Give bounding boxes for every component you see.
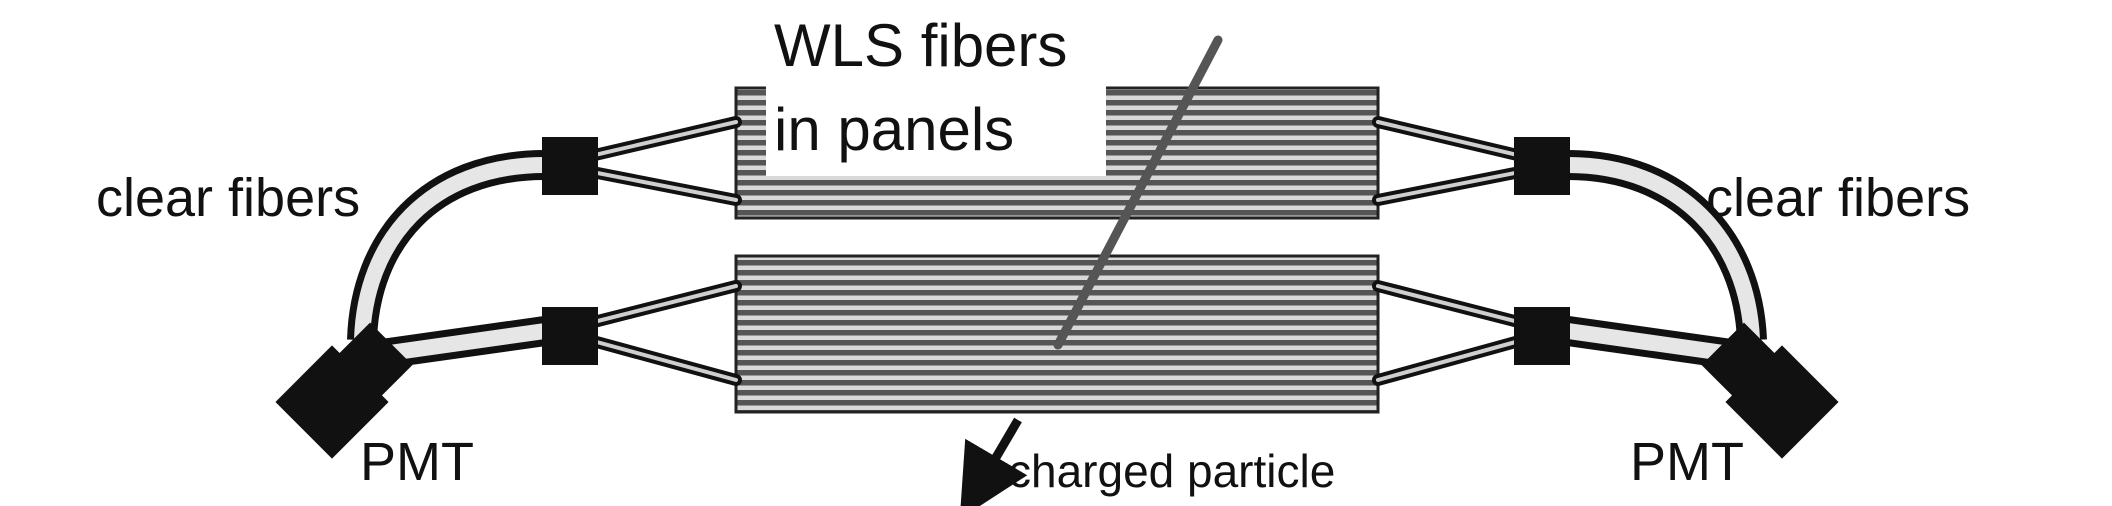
- left-fiber-bundles: [576, 116, 742, 386]
- title-line1: WLS fibers: [774, 12, 1067, 79]
- left-bottom-connector: [542, 307, 598, 365]
- left-pmt-label: PMT: [360, 432, 474, 492]
- left-top-connector: [542, 137, 598, 195]
- title-line2: in panels: [774, 96, 1014, 163]
- right-clear-fibers-label: clear fibers: [1706, 168, 1970, 228]
- title-backdrop: [766, 70, 1106, 176]
- left-pmt-icon: [275, 322, 413, 459]
- particle-label: charged particle: [1008, 445, 1335, 497]
- right-bottom-connector: [1514, 307, 1570, 365]
- right-fiber-bundles: [1372, 116, 1536, 386]
- bottom-panel: [734, 254, 1380, 414]
- particle-arrow: [959, 417, 1028, 506]
- right-top-connector: [1514, 137, 1570, 195]
- particle-track: [1053, 35, 1223, 350]
- right-pmt-label: PMT: [1630, 432, 1744, 492]
- left-clear-fibers-label: clear fibers: [96, 168, 360, 228]
- left-clear-fibers: [347, 150, 548, 370]
- right-clear-fibers: [1565, 150, 1767, 370]
